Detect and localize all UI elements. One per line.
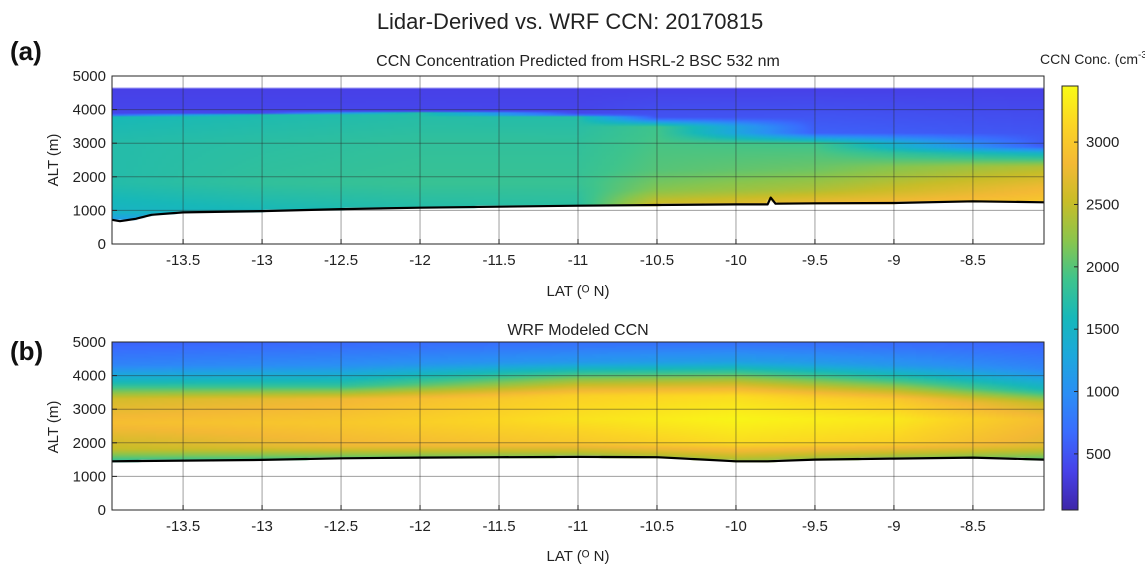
ground-line [111,455,1045,463]
colorbar-tick-label: 500 [1086,446,1111,463]
colorbar-tick-label: 3000 [1086,134,1119,151]
panel-b-title: WRF Modeled CCN [507,322,648,339]
colorbar-tick-label: 2500 [1086,196,1119,213]
x-tick-label: -9 [887,252,900,269]
panel-b-label: (b) [10,336,43,366]
x-tick-label: -11 [568,252,589,269]
ground-line [111,196,1045,223]
y-tick-label: 4000 [73,102,106,119]
x-tick-label: -10 [725,518,747,535]
figure-title: Lidar-Derived vs. WRF CCN: 20170815 [377,9,763,34]
x-tick-label: -11.5 [482,252,515,269]
y-tick-label: 5000 [73,68,106,85]
y-tick-label: 3000 [73,135,106,152]
colorbar-label: CCN Conc. (cm-3) [1040,50,1145,67]
x-tick-label: -12.5 [324,518,358,535]
panel-b: (b) WRF Modeled CCN ALT (m) LAT (ᴼ N) -1… [10,322,1045,565]
x-tick-label: -12 [409,518,431,535]
panel-b-ylabel: ALT (m) [45,401,62,454]
x-tick-label: -10 [725,252,747,269]
x-tick-label: -10.5 [640,252,674,269]
colorbar-tick-label: 2000 [1086,259,1119,276]
colorbar-tick-label: 1000 [1086,384,1119,401]
colorbar-bar [1061,85,1079,511]
panel-a: (a) CCN Concentration Predicted from HSR… [10,36,1045,300]
panel-a-xlabel: LAT (ᴼ N) [547,283,610,300]
x-tick-label: -13 [251,518,273,535]
heatmap-field [112,342,1044,510]
y-tick-label: 4000 [73,368,106,385]
x-tick-label: -10.5 [640,518,674,535]
x-tick-label: -13.5 [166,252,200,269]
panel-b-xlabel: LAT (ᴼ N) [547,548,610,565]
panel-a-label: (a) [10,36,42,66]
x-tick-label: -9.5 [802,518,828,535]
colorbar: CCN Conc. (cm-3) 500 1000 1500 2000 2500 3000 [1040,50,1145,511]
panel-a-title: CCN Concentration Predicted from HSRL-2 … [376,53,780,70]
x-tick-label: -13.5 [166,518,200,535]
x-tick-label: -13 [251,252,273,269]
y-tick-label: 0 [98,502,106,519]
x-tick-label: -12.5 [324,252,358,269]
heatmap-field [112,76,1044,244]
colorbar-tick-label: 1500 [1086,321,1119,338]
y-tick-label: 5000 [73,334,106,351]
x-tick-label: -12 [409,252,431,269]
y-tick-label: 1000 [73,202,106,219]
y-tick-label: 2000 [73,435,106,452]
x-tick-label: -8.5 [960,518,986,535]
x-tick-label: -9 [887,518,900,535]
x-tick-label: -9.5 [802,252,828,269]
x-tick-label: -11.5 [482,518,515,535]
y-tick-label: 1000 [73,468,106,485]
y-tick-label: 3000 [73,401,106,418]
y-tick-label: 2000 [73,169,106,186]
y-tick-label: 0 [98,236,106,253]
panel-a-ylabel: ALT (m) [45,134,62,187]
x-tick-label: -11 [568,518,589,535]
x-tick-label: -8.5 [960,252,986,269]
